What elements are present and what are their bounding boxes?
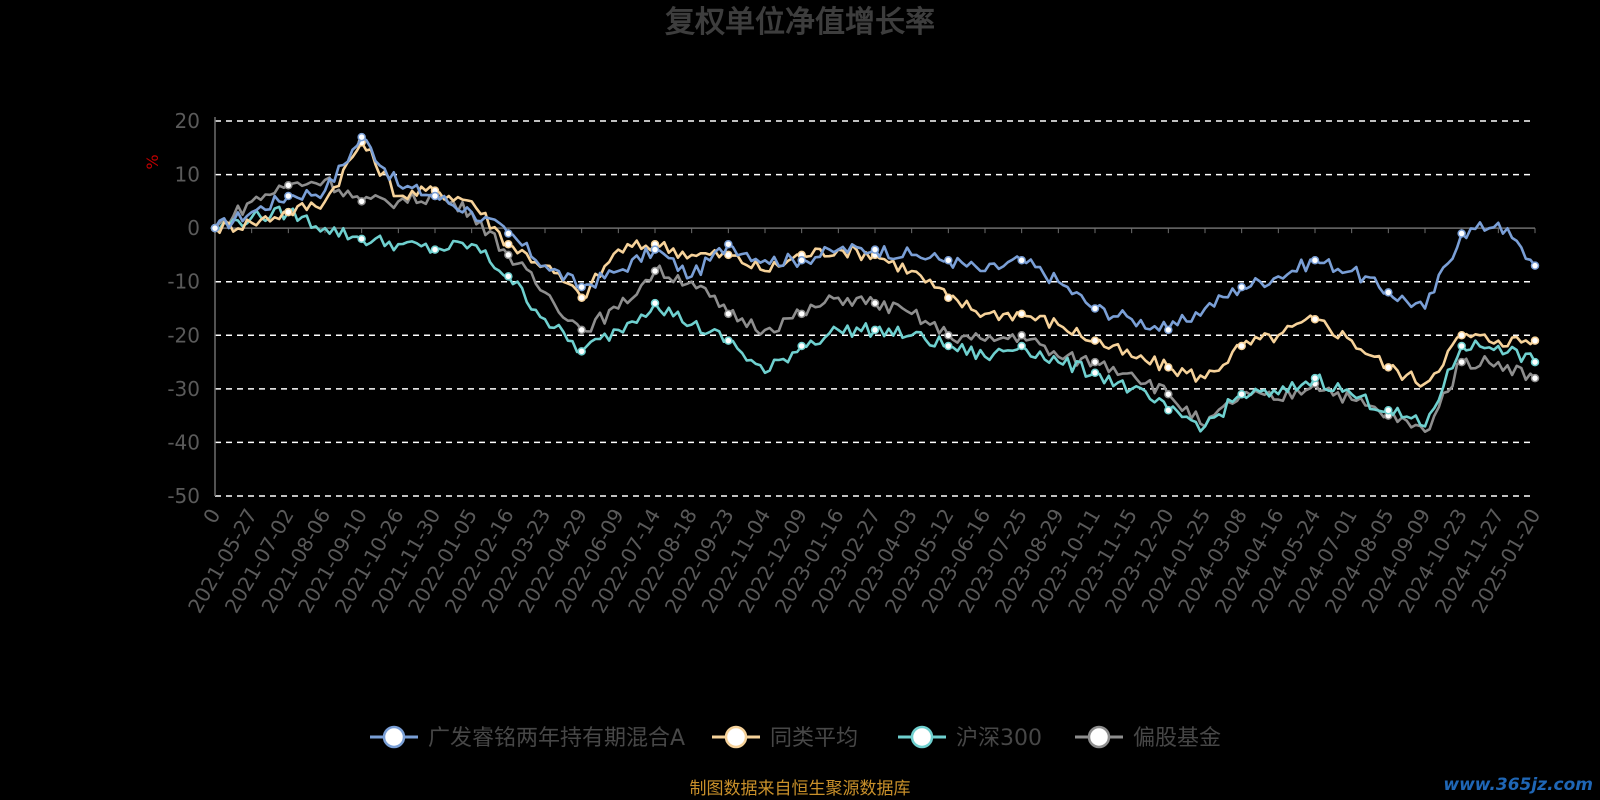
data-point[interactable] <box>1090 304 1100 313</box>
data-point[interactable] <box>1164 389 1173 399</box>
legend-label: 偏股基金 <box>1133 726 1221 751</box>
data-point[interactable] <box>1457 341 1466 351</box>
data-point[interactable] <box>210 223 220 233</box>
series-line <box>214 205 1537 433</box>
data-point[interactable] <box>870 325 880 335</box>
data-point[interactable] <box>1384 288 1393 297</box>
grid-lines <box>215 120 1535 497</box>
data-point[interactable] <box>1237 389 1246 399</box>
data-source-note: 制图数据来自恒生聚源数据库 <box>690 779 911 799</box>
y-tick-label: -10 <box>167 270 200 294</box>
data-point[interactable] <box>1530 336 1540 345</box>
y-axis-unit: % <box>143 154 162 169</box>
data-point[interactable] <box>284 191 293 201</box>
data-point[interactable] <box>1384 406 1393 415</box>
legend-marker-icon <box>1087 725 1111 749</box>
y-tick-label: -30 <box>167 377 200 401</box>
data-point[interactable] <box>870 245 880 254</box>
data-point[interactable] <box>357 197 366 206</box>
data-point[interactable] <box>724 239 733 249</box>
data-point[interactable] <box>1310 373 1320 383</box>
data-point[interactable] <box>1310 256 1320 265</box>
legend-item[interactable]: 广发睿铭两年持有期混合A <box>370 725 685 751</box>
y-tick-label: -20 <box>167 323 200 347</box>
data-point[interactable] <box>650 298 660 308</box>
data-point[interactable] <box>1090 357 1100 367</box>
legend-item[interactable]: 偏股基金 <box>1075 725 1221 751</box>
data-point[interactable] <box>650 266 660 276</box>
data-point[interactable] <box>870 298 880 308</box>
data-point[interactable] <box>797 309 806 319</box>
y-tick-label: -50 <box>167 484 200 508</box>
data-point[interactable] <box>504 229 513 238</box>
data-point[interactable] <box>1017 331 1026 340</box>
y-tick-label: 0 <box>187 216 200 240</box>
data-point[interactable] <box>724 336 733 345</box>
data-point[interactable] <box>504 250 513 260</box>
y-tick-label: -40 <box>167 430 200 454</box>
data-point[interactable] <box>284 207 293 217</box>
data-point[interactable] <box>1530 357 1540 367</box>
data-point[interactable] <box>724 309 733 319</box>
data-point[interactable] <box>944 293 953 303</box>
data-point[interactable] <box>1530 261 1540 270</box>
legend-item[interactable]: 沪深300 <box>898 725 1042 751</box>
axes: 20100-10-20-30-40-5002021-05-272021-07-0… <box>167 109 1545 617</box>
legend-marker-icon <box>910 725 934 749</box>
legend-label: 同类平均 <box>770 726 858 751</box>
data-point[interactable] <box>1164 363 1173 372</box>
data-point[interactable] <box>944 341 953 351</box>
data-point[interactable] <box>577 325 586 335</box>
data-point[interactable] <box>1017 309 1026 319</box>
data-point[interactable] <box>797 341 806 351</box>
data-point[interactable] <box>1237 341 1246 351</box>
series-lines <box>210 132 1540 433</box>
legend-marker-icon <box>382 725 406 749</box>
data-point[interactable] <box>357 234 366 244</box>
data-point[interactable] <box>577 347 586 356</box>
x-tick-label: 0 <box>198 505 225 528</box>
data-point[interactable] <box>504 272 513 281</box>
data-point[interactable] <box>650 245 660 254</box>
data-point[interactable] <box>577 282 586 292</box>
data-point[interactable] <box>284 181 293 190</box>
chart-title: 复权单位净值增长率 <box>665 5 935 40</box>
data-point[interactable] <box>1310 314 1320 324</box>
data-point[interactable] <box>944 331 953 340</box>
data-point[interactable] <box>944 256 953 265</box>
data-point[interactable] <box>1384 363 1393 372</box>
legend-item[interactable]: 同类平均 <box>712 725 858 751</box>
data-point[interactable] <box>797 256 806 265</box>
data-point[interactable] <box>577 293 586 303</box>
watermark: www.365jz.com <box>1443 775 1593 795</box>
data-point[interactable] <box>504 239 513 249</box>
y-tick-label: 20 <box>175 109 200 133</box>
data-point[interactable] <box>1457 331 1466 340</box>
y-tick-label: 10 <box>175 163 200 187</box>
series-line <box>214 141 1536 388</box>
legend-label: 广发睿铭两年持有期混合A <box>428 726 685 751</box>
data-point[interactable] <box>724 250 733 260</box>
data-point[interactable] <box>1530 373 1540 383</box>
data-point[interactable] <box>1090 336 1100 345</box>
data-point[interactable] <box>357 132 366 142</box>
data-point[interactable] <box>1090 368 1100 378</box>
data-point[interactable] <box>1164 406 1173 415</box>
data-point[interactable] <box>1164 325 1173 335</box>
data-point[interactable] <box>1457 229 1466 238</box>
data-point[interactable] <box>1017 341 1026 351</box>
data-point[interactable] <box>1237 282 1246 292</box>
data-point[interactable] <box>1017 256 1026 265</box>
legend[interactable]: 广发睿铭两年持有期混合A 同类平均 沪深300 偏股基金 <box>370 725 1221 751</box>
data-point[interactable] <box>430 191 440 201</box>
legend-marker-icon <box>724 725 748 749</box>
legend-label: 沪深300 <box>956 726 1042 751</box>
data-point[interactable] <box>430 245 440 254</box>
data-point[interactable] <box>1457 357 1466 367</box>
